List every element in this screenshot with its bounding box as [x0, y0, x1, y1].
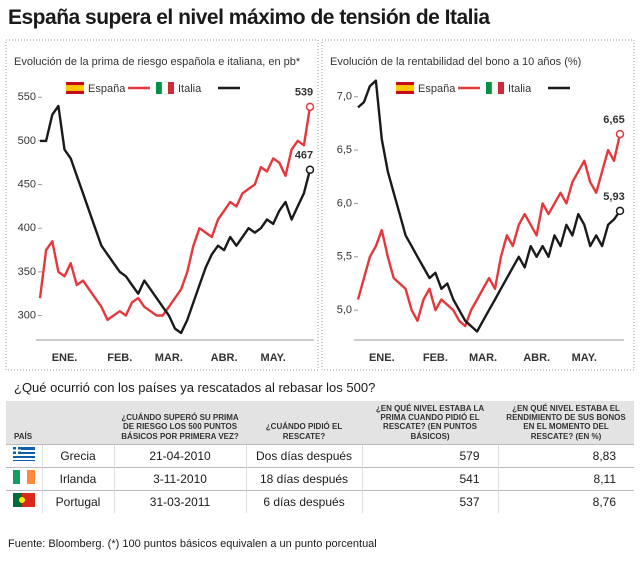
column-header: PAÍS — [6, 401, 115, 445]
source-note: Fuente: Bloomberg. (*) 100 puntos básico… — [8, 538, 377, 550]
flag-ireland — [12, 470, 35, 485]
legend-label: Italia — [508, 83, 532, 95]
series-line — [38, 106, 312, 322]
flag-spain — [66, 82, 84, 94]
y-tick-label: 5,5 — [337, 251, 352, 263]
cell: Portugal — [41, 489, 115, 513]
cell: 8,76 — [497, 489, 635, 513]
cell: 579 — [361, 443, 499, 468]
legend-label: España — [88, 83, 126, 95]
end-marker — [615, 206, 625, 216]
flag-cell — [6, 489, 42, 513]
cell: Irlanda — [41, 466, 115, 491]
cell: Dos días después — [245, 443, 363, 468]
x-tick-label: ABR. — [523, 352, 550, 364]
y-tick-label: 400 — [18, 222, 36, 234]
x-tick-label: ENE. — [52, 352, 78, 364]
data-label: 467 — [295, 150, 313, 162]
cell: 6 días después — [245, 489, 363, 513]
chart-subtitle: Evolución de la prima de riesgo española… — [14, 56, 301, 68]
cell: 18 días después — [245, 466, 363, 491]
flag-spain — [396, 82, 414, 94]
series-line — [40, 104, 312, 335]
flag-portugal — [12, 493, 35, 508]
table-section: ¿Qué ocurrió con los países ya rescatado… — [6, 376, 635, 513]
column-header: ¿CUÁNDO PIDIÓ EL RESCATE? — [246, 401, 363, 445]
flag-cell — [6, 443, 42, 468]
y-tick-label: 550 — [18, 91, 36, 103]
x-tick-label: FEB. — [107, 352, 132, 364]
table: PAÍS ¿CUÁNDO SUPERÓ SU PRIMA DE RIESGO L… — [6, 401, 635, 513]
x-tick-label: ABR. — [211, 352, 238, 364]
end-marker — [305, 165, 315, 174]
column-header: ¿EN QUÉ NIVEL ESTABA EL RENDIMIENTO DE S… — [498, 401, 635, 445]
panel — [5, 39, 319, 371]
legend-label: Italia — [178, 83, 202, 95]
data-label: 5,93 — [603, 191, 624, 203]
y-tick-label: 6,0 — [337, 197, 352, 209]
flag-greece — [12, 447, 35, 462]
table-header: PAÍS ¿CUÁNDO SUPERÓ SU PRIMA DE RIESGO L… — [6, 401, 635, 445]
x-tick-label: ENE. — [369, 352, 395, 364]
cell: 31-03-2011 — [113, 489, 247, 513]
flag-italy — [156, 81, 174, 95]
y-tick-label: 5,0 — [337, 304, 352, 316]
column-header: ¿CUÁNDO SUPERÓ SU PRIMA DE RIESGO LOS 50… — [114, 401, 247, 445]
x-tick-label: MAR. — [155, 352, 183, 364]
end-marker — [305, 102, 315, 112]
data-label: 6,65 — [603, 114, 624, 126]
series-line — [357, 79, 621, 333]
table-row: Grecia 21-04-2010 Dos días después 579 8… — [6, 443, 635, 468]
table-row: Portugal 31-03-2011 6 días después 537 8… — [6, 489, 635, 513]
flag-italy — [486, 81, 504, 95]
legend-label: España — [418, 83, 456, 95]
cell: 8,83 — [497, 443, 635, 468]
x-tick-label: FEB. — [423, 352, 448, 364]
y-tick-label: 350 — [18, 266, 36, 278]
cell: 8,11 — [497, 466, 635, 491]
y-tick-label: 500 — [18, 135, 36, 147]
chart-subtitle: Evolución de la rentabilidad del bono a … — [330, 56, 581, 68]
flag-cell — [6, 466, 42, 491]
cell: 537 — [361, 489, 499, 513]
charts: Evolución de la prima de riesgo española… — [5, 39, 635, 371]
table-row: Irlanda 3-11-2010 18 días después 541 8,… — [6, 466, 635, 491]
x-tick-label: MAR. — [469, 352, 497, 364]
end-marker — [615, 129, 625, 139]
page-title: España supera el nivel máximo de tensión… — [8, 6, 490, 29]
y-tick-label: 7,0 — [337, 91, 352, 103]
cell: Grecia — [41, 443, 115, 468]
y-tick-label: 6,5 — [337, 144, 352, 156]
series-line — [356, 133, 622, 328]
cell: 541 — [361, 466, 499, 491]
cell: 3-11-2010 — [113, 466, 247, 491]
data-label: 539 — [295, 87, 313, 99]
cell: 21-04-2010 — [113, 443, 247, 468]
x-tick-label: MAY. — [572, 352, 597, 364]
y-tick-label: 300 — [18, 309, 36, 321]
table-title: ¿Qué ocurrió con los países ya rescatado… — [14, 380, 376, 395]
column-header: ¿EN QUÉ NIVEL ESTABA LA PRIMA CUANDO PID… — [362, 401, 499, 445]
y-tick-label: 450 — [18, 178, 36, 190]
panel — [321, 39, 635, 371]
x-tick-label: MAY. — [261, 352, 286, 364]
